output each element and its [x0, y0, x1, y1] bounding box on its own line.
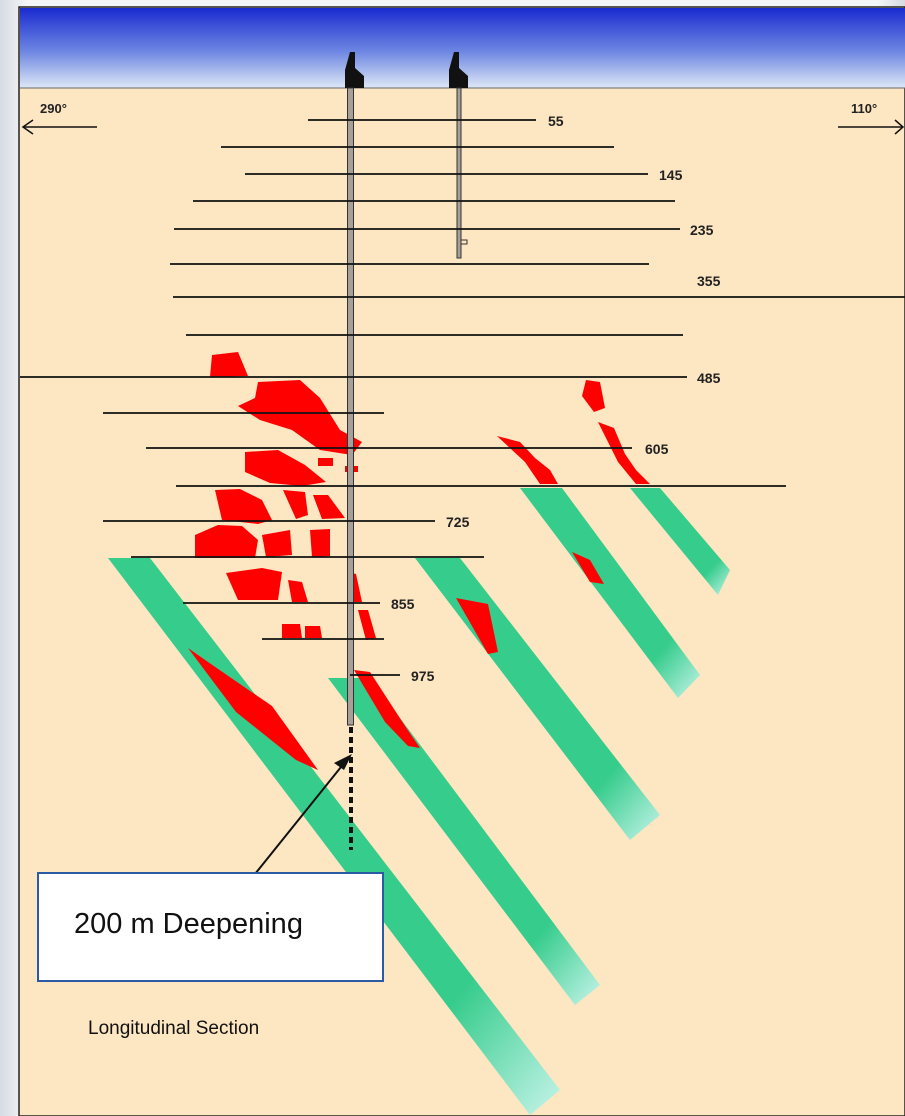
vein-zone-5 [630, 488, 730, 595]
ore-body [282, 624, 302, 638]
main-shaft [347, 87, 354, 726]
ore-body [238, 380, 362, 455]
level-label-355: 355 [697, 273, 721, 289]
ore-body [305, 626, 322, 638]
direction-label-right: 110° [851, 101, 877, 116]
ore-body [582, 380, 605, 412]
ore-body [456, 598, 498, 654]
arrow-left-icon [21, 119, 97, 135]
ore-body [195, 525, 258, 558]
ore-bodies [188, 352, 650, 770]
ore-body [262, 530, 292, 557]
level-label-55: 55 [548, 113, 564, 129]
ore-body [210, 352, 248, 377]
ore-body [283, 490, 308, 519]
mine-levels [20, 119, 905, 676]
ore-body [310, 529, 330, 557]
ore-body [318, 458, 333, 466]
level-label-725: 725 [446, 514, 470, 530]
ore-body [572, 552, 604, 584]
shaft-bottom-tick [461, 239, 468, 245]
ore-body [288, 580, 308, 602]
level-label-235: 235 [690, 222, 714, 238]
level-label-975: 975 [411, 668, 435, 684]
level-label-485: 485 [697, 370, 721, 386]
callout-box [37, 872, 384, 982]
ore-body [358, 610, 376, 640]
section-caption: Longitudinal Section [88, 1018, 259, 1039]
ore-body [226, 568, 282, 600]
ore-body [354, 670, 420, 748]
level-label-605: 605 [645, 441, 669, 457]
ore-body [188, 648, 318, 770]
direction-label-left: 290° [40, 101, 67, 116]
vein-zone-4 [520, 488, 700, 698]
secondary-shaft [456, 87, 462, 259]
headframe-icon [449, 52, 468, 88]
headframe-icon [345, 52, 364, 88]
ore-body [215, 489, 272, 524]
ore-body [313, 495, 345, 519]
level-label-855: 855 [391, 596, 415, 612]
level-label-145: 145 [659, 167, 683, 183]
ore-body [245, 450, 326, 486]
ore-body [598, 422, 650, 484]
vein-zone-1 [108, 558, 560, 1115]
callout-label: 200 m Deepening [74, 908, 303, 940]
callout-leader-line [254, 761, 346, 875]
callout-arrowhead [334, 754, 352, 770]
arrow-right-icon [838, 119, 905, 135]
vein-zone-2 [328, 678, 600, 1005]
